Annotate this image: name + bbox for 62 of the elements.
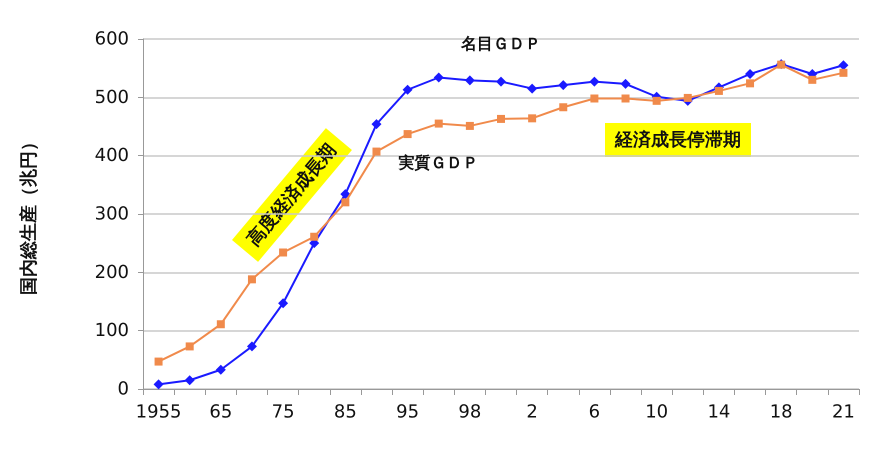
x-tick-label: 2	[526, 402, 538, 422]
point	[248, 275, 256, 284]
point	[434, 120, 443, 128]
y-tick-label: 300	[94, 204, 129, 224]
point	[404, 130, 412, 138]
point	[279, 248, 288, 256]
point	[839, 68, 848, 77]
point	[496, 76, 506, 87]
x-tick-label: 1955	[136, 402, 182, 422]
point	[652, 96, 661, 105]
point	[745, 69, 756, 79]
x-tick-label: 21	[832, 402, 855, 422]
y-tick-label: 0	[118, 378, 129, 400]
point	[371, 119, 382, 130]
point	[216, 320, 225, 328]
point	[186, 342, 194, 350]
point	[808, 76, 816, 84]
point	[684, 94, 692, 102]
point	[340, 189, 350, 200]
x-tick-label: 18	[770, 402, 793, 422]
y-tick-label: 500	[94, 86, 129, 108]
series-label: 名目ＧＤＰ	[460, 34, 541, 54]
point	[434, 72, 444, 82]
y-tick-label: 600	[94, 28, 129, 50]
point	[216, 364, 226, 375]
point	[246, 341, 257, 352]
point	[372, 148, 380, 156]
point	[497, 114, 505, 123]
point	[278, 298, 288, 308]
point	[528, 114, 536, 122]
point	[559, 103, 568, 112]
series-label: 実質ＧＤＰ	[398, 153, 479, 172]
x-tick-label: 98	[458, 402, 482, 422]
x-tick-label: 85	[334, 402, 357, 422]
point	[622, 94, 630, 102]
point	[838, 60, 848, 70]
x-tick-label: 10	[645, 402, 668, 422]
point	[589, 76, 600, 87]
point	[341, 198, 350, 206]
x-tick-label: 14	[707, 402, 730, 422]
x-tick-label: 75	[272, 402, 295, 422]
point	[527, 84, 538, 94]
point	[746, 79, 754, 88]
y-tick-label: 400	[94, 145, 129, 166]
point	[184, 375, 195, 386]
point	[620, 78, 631, 89]
y-tick-label: 100	[94, 320, 129, 342]
point	[154, 379, 164, 390]
point	[464, 75, 475, 86]
x-tick-label: 6	[588, 402, 600, 422]
y-axis-title: 国内総生産（兆円）	[18, 133, 40, 295]
point	[558, 80, 568, 90]
point	[310, 232, 318, 241]
point	[466, 122, 474, 130]
point	[154, 358, 163, 366]
point	[590, 94, 598, 102]
x-tick-label: 95	[396, 402, 420, 422]
x-tick-label: 65	[209, 402, 232, 422]
annotation: 経済成長停滞期	[614, 130, 741, 150]
y-tick-label: 200	[94, 262, 129, 283]
point	[714, 86, 723, 95]
point	[402, 84, 413, 95]
